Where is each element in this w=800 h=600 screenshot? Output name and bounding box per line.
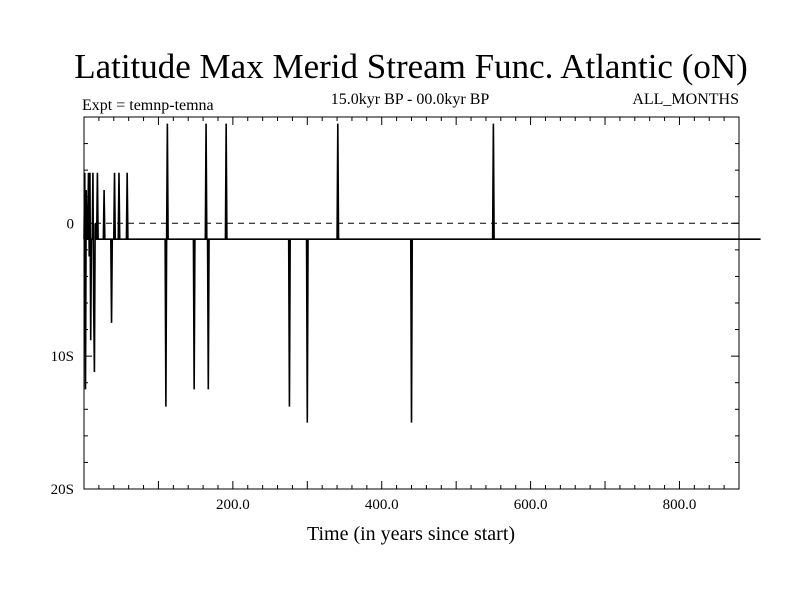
plot-area <box>83 116 761 490</box>
x-tick-label: 600.0 <box>514 497 548 513</box>
months-label: ALL_MONTHS <box>632 91 739 108</box>
x-axis: 200.0 400.0 600.0 800.0 <box>98 117 725 513</box>
x-axis-title: Time (in years since start) <box>307 523 515 545</box>
y-axis: 0 10S 20S <box>51 143 739 498</box>
y-tick-label: 0 <box>67 216 75 232</box>
x-tick-label: 800.0 <box>663 497 697 513</box>
y-tick-label: 10S <box>51 349 74 365</box>
x-tick-label: 400.0 <box>365 497 399 513</box>
x-tick-label: 200.0 <box>216 497 250 513</box>
y-tick-label: 20S <box>51 482 74 498</box>
chart-title: Latitude Max Merid Stream Func. Atlantic… <box>74 47 748 86</box>
time-range-label: 15.0kyr BP - 00.0kyr BP <box>331 91 490 108</box>
experiment-label: Expt = temnp-temna <box>82 97 214 114</box>
series-line-temnp-temna <box>83 123 761 423</box>
